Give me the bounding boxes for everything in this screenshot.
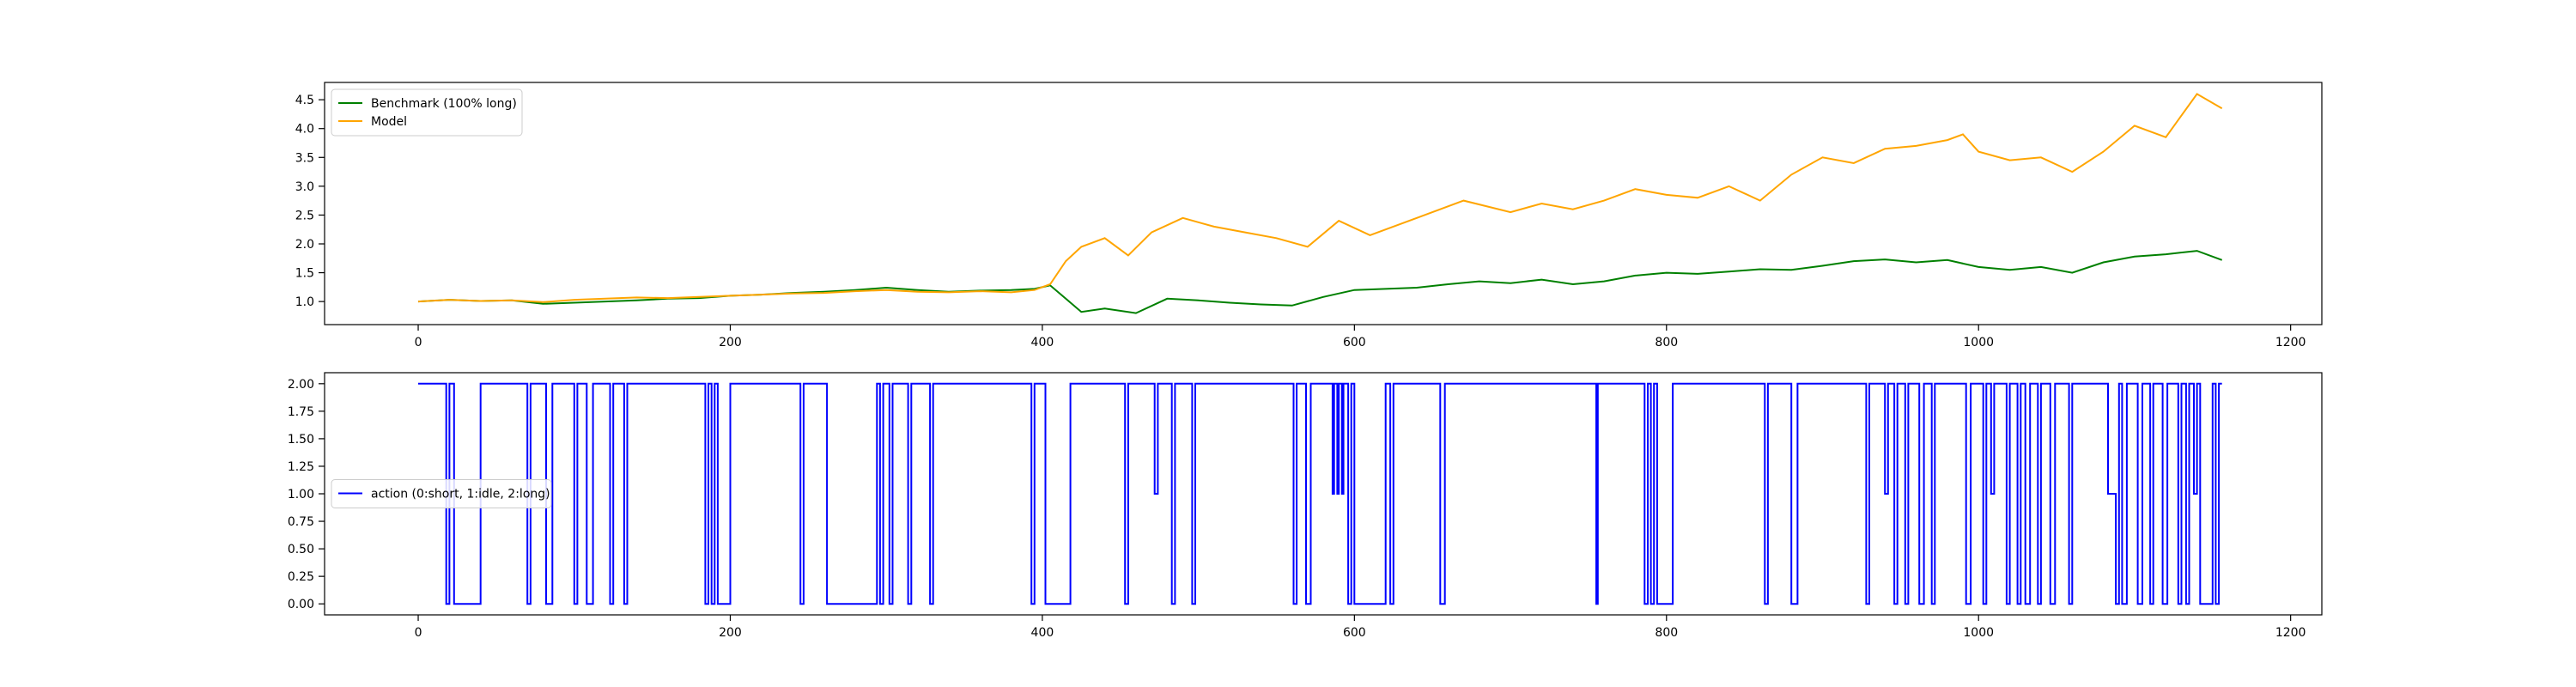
x-tick-label: 800 bbox=[1655, 336, 1678, 350]
x-tick-label: 400 bbox=[1031, 336, 1054, 350]
y-tick-label: 3.0 bbox=[295, 180, 314, 194]
y-tick-label: 1.75 bbox=[288, 405, 314, 419]
y-tick-label: 0.00 bbox=[288, 598, 314, 611]
legend-label: Benchmark (100% long) bbox=[371, 97, 517, 111]
y-tick-label: 4.0 bbox=[295, 123, 314, 137]
plot-frame bbox=[324, 82, 2323, 325]
legend-box bbox=[331, 479, 552, 508]
action-chart: 0 200 400 600 800 1000 1200 0.00 0.25 0.50 0.75 1.0… bbox=[288, 372, 2323, 640]
y-tick-label: 2.5 bbox=[295, 209, 314, 222]
y-tick-label: 2.0 bbox=[295, 238, 314, 252]
x-tick-label: 200 bbox=[719, 626, 742, 640]
series-line-benchmark bbox=[417, 250, 2223, 314]
x-tick-label: 1200 bbox=[2275, 336, 2306, 350]
x-tick-label: 600 bbox=[1343, 336, 1366, 350]
y-tick-label: 1.50 bbox=[288, 433, 314, 447]
y-tick-label: 3.5 bbox=[295, 151, 314, 165]
series-line-action bbox=[418, 382, 2222, 605]
x-tick-label: 800 bbox=[1655, 626, 1678, 640]
x-tick-label: 1200 bbox=[2275, 626, 2306, 640]
x-tick-label: 1000 bbox=[1963, 336, 1994, 350]
y-tick-label: 1.5 bbox=[295, 267, 314, 281]
series-line-model bbox=[417, 93, 2223, 303]
legend-label: Model bbox=[371, 115, 407, 129]
x-tick-label: 0 bbox=[415, 626, 422, 640]
y-tick-label: 4.5 bbox=[295, 94, 314, 107]
legend-label: action (0:short, 1:idle, 2:long) bbox=[371, 488, 550, 502]
y-tick-label: 0.75 bbox=[288, 515, 314, 529]
y-tick-label: 2.00 bbox=[288, 378, 314, 392]
legend-box bbox=[331, 88, 523, 137]
x-tick-label: 1000 bbox=[1963, 626, 1994, 640]
benchmark-vs-model-chart: 0 200 400 600 800 1000 1200 1.0 1.5 2.0 2.5 3.0 3.5 4… bbox=[295, 82, 2323, 350]
y-tick-label: 1.25 bbox=[288, 460, 314, 474]
x-tick-label: 200 bbox=[719, 336, 742, 350]
y-tick-label: 0.50 bbox=[288, 543, 314, 556]
x-tick-label: 600 bbox=[1343, 626, 1366, 640]
y-tick-label: 1.00 bbox=[288, 488, 314, 502]
y-tick-label: 1.0 bbox=[295, 295, 314, 309]
y-tick-label: 0.25 bbox=[288, 570, 314, 584]
x-tick-label: 0 bbox=[415, 336, 422, 350]
x-tick-label: 400 bbox=[1031, 626, 1054, 640]
